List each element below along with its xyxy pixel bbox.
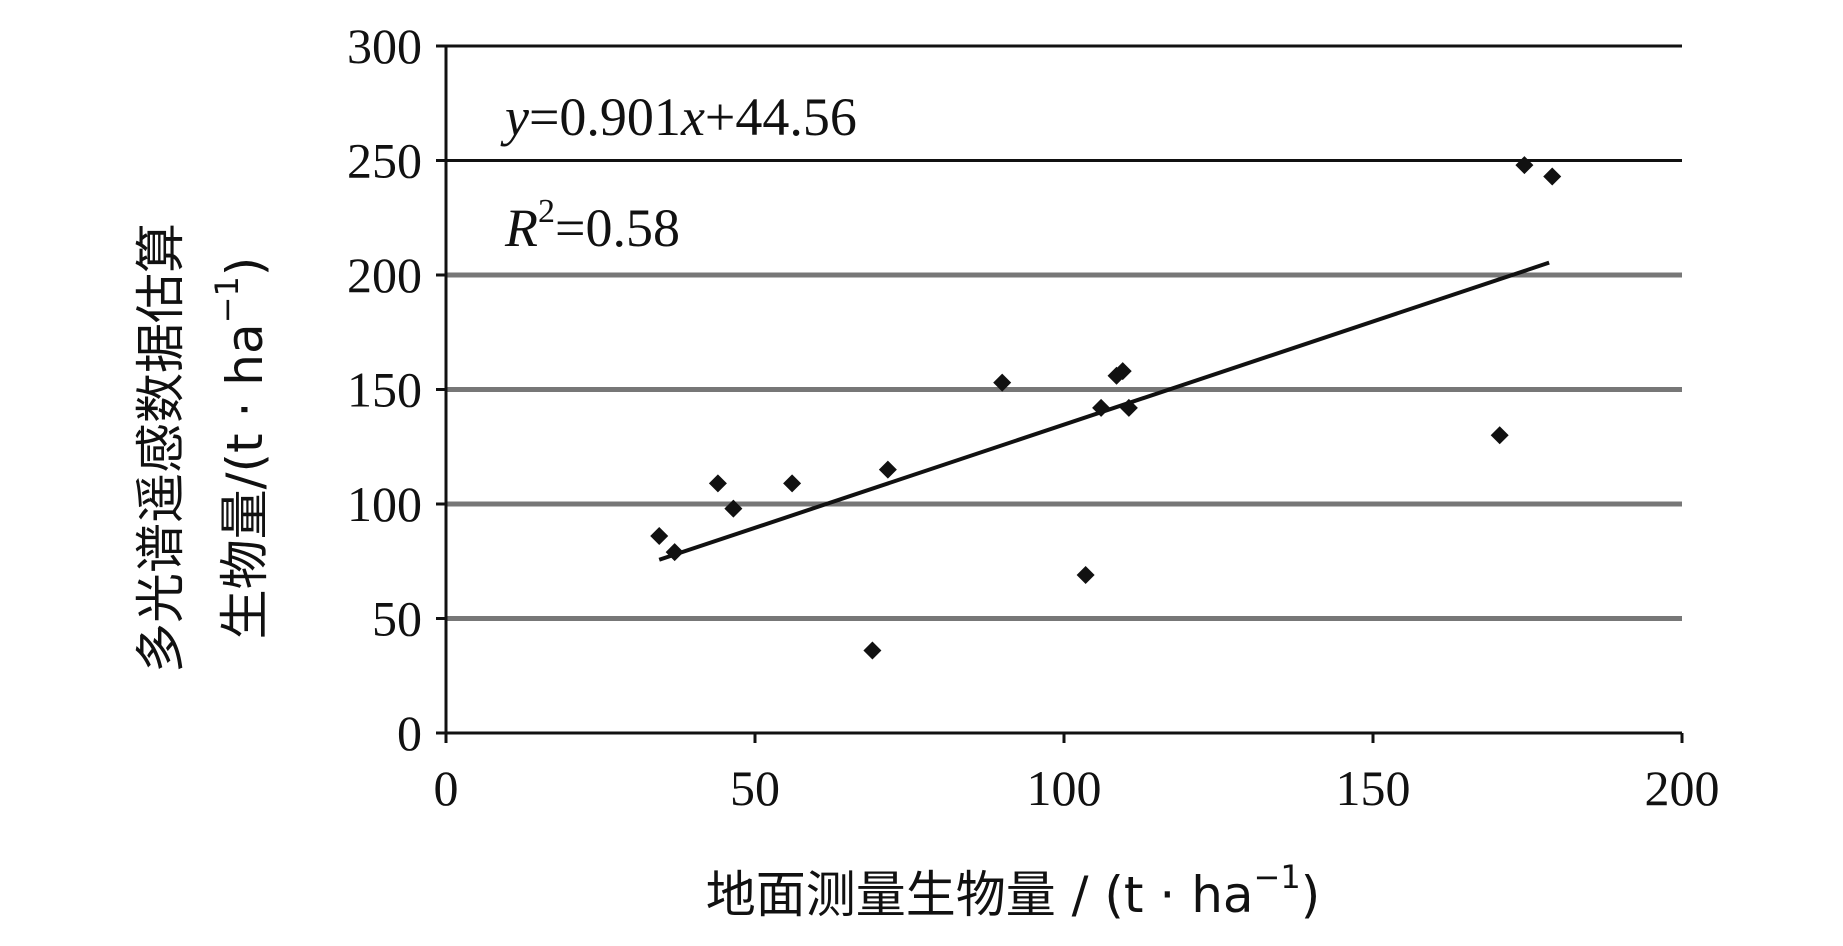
y-axis-title-line2-wrap: 生物量/(t · ha−1)	[208, 257, 274, 640]
data-point-9	[1076, 565, 1095, 584]
data-point-15	[1515, 156, 1534, 175]
data-point-5	[783, 474, 802, 493]
y-tick-label-50: 50	[372, 591, 422, 647]
y-tick-label-100: 100	[347, 476, 422, 532]
x-axis-title-main: 地面测量生物量 / (t · ha	[706, 866, 1254, 924]
y-axis-title-line2-close: )	[216, 257, 274, 277]
y-axis-title-line1: 多光谱遥感数据估算	[132, 223, 190, 673]
x-tick-label-200: 200	[1645, 760, 1720, 816]
y-axis-title-line1-wrap: 多光谱遥感数据估算	[132, 223, 190, 673]
r-squared-value: =0.58	[555, 198, 680, 258]
data-point-16	[1543, 167, 1562, 186]
equation-x-symbol: x	[680, 87, 705, 147]
data-point-14	[1490, 426, 1509, 445]
data-point-6	[863, 641, 882, 660]
r-symbol: R	[504, 198, 538, 258]
y-tick-label-0: 0	[397, 705, 422, 761]
y-tick-labels: 0 50 100 150 200 250 300	[347, 18, 422, 761]
y-axis-title-line2-main: 生物量/(t · ha	[216, 323, 274, 639]
y-tick-label-150: 150	[347, 362, 422, 418]
equation-intercept: +44.56	[705, 87, 857, 147]
y-tick-label-200: 200	[347, 247, 422, 303]
x-axis-title: 地面测量生物量 / (t · ha−1)	[706, 858, 1320, 924]
y-tick-label-300: 300	[347, 18, 422, 74]
data-point-3	[708, 474, 727, 493]
data-points	[650, 156, 1562, 660]
axes	[436, 44, 1684, 743]
data-point-10	[1092, 398, 1111, 417]
data-point-1	[650, 527, 669, 546]
equation-y-symbol: y	[500, 87, 529, 147]
data-point-2	[665, 543, 684, 562]
data-point-8	[993, 373, 1012, 392]
x-tick-label-0: 0	[434, 760, 459, 816]
y-axis-title-line2-sup: −1	[208, 276, 246, 323]
r-superscript: 2	[538, 193, 555, 230]
data-point-13	[1119, 398, 1138, 417]
data-point-12	[1113, 362, 1132, 381]
x-axis-title-sup: −1	[1254, 858, 1301, 896]
x-tick-label-100: 100	[1027, 760, 1102, 816]
data-point-4	[724, 499, 743, 518]
equation-slope: =0.901	[529, 87, 681, 147]
grid-lines	[446, 44, 1682, 621]
r-squared-annotation: R2=0.58	[504, 193, 680, 258]
y-axis-title-line2: 生物量/(t · ha−1)	[208, 257, 274, 640]
data-point-7	[878, 460, 897, 479]
y-tick-label-250: 250	[347, 133, 422, 189]
x-tick-label-50: 50	[730, 760, 780, 816]
x-tick-labels: 0 50 100 150 200	[434, 760, 1720, 816]
x-axis-title-close: )	[1301, 866, 1321, 924]
x-tick-label-150: 150	[1336, 760, 1411, 816]
regression-equation: y=0.901x+44.56	[500, 87, 857, 147]
